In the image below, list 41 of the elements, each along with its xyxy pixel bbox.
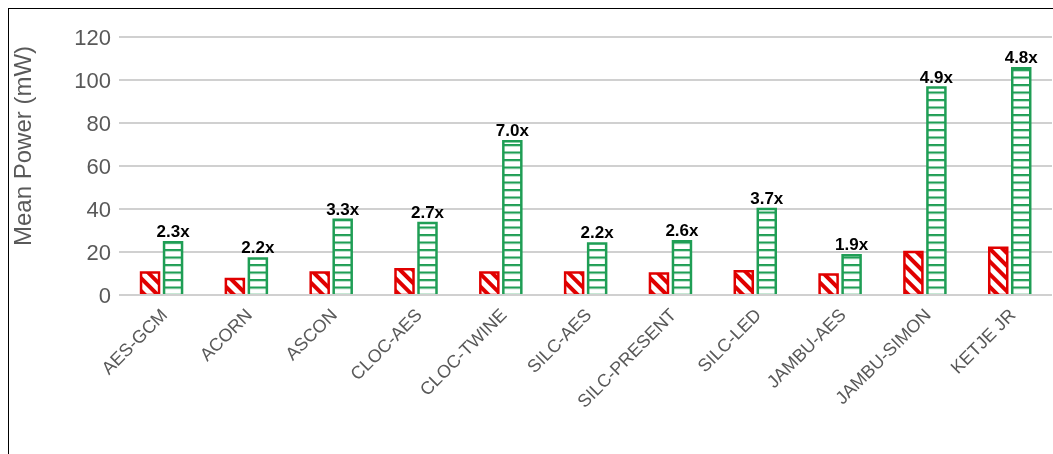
bar <box>162 241 184 295</box>
y-axis-title: Mean Power (mW) <box>8 45 36 246</box>
annotation: 3.7x <box>750 189 784 208</box>
y-tick-label: 40 <box>86 196 111 222</box>
bar <box>502 140 523 295</box>
annotation: 2.7x <box>410 202 445 222</box>
bar <box>394 267 415 295</box>
bar <box>139 271 161 295</box>
bar <box>903 250 924 295</box>
bar <box>479 271 500 295</box>
bar <box>733 270 755 295</box>
bar <box>841 253 862 295</box>
bar <box>926 86 947 295</box>
annotation: 1.9x <box>835 235 869 255</box>
y-tick-label: 80 <box>86 110 111 136</box>
annotation: 4.9x <box>919 67 954 87</box>
annotation: 7.0x <box>495 121 530 141</box>
bar <box>987 246 1009 295</box>
bar <box>247 257 269 295</box>
annotation: 2.3x <box>156 222 191 242</box>
y-tick-label: 120 <box>74 24 111 50</box>
annotation: 2.2x <box>241 238 275 258</box>
bar <box>818 273 839 295</box>
y-tick-label: 60 <box>86 153 111 179</box>
bar <box>309 271 330 295</box>
y-tick-label: 100 <box>74 67 111 93</box>
annotation: 2.2x <box>580 223 615 243</box>
bar <box>671 240 693 295</box>
bar <box>417 221 438 295</box>
bar <box>1010 66 1032 295</box>
bar <box>563 271 585 295</box>
bar <box>756 207 778 295</box>
annotation: 2.6x <box>665 221 700 241</box>
bar <box>332 218 353 295</box>
bar <box>648 272 670 295</box>
bar <box>586 242 608 295</box>
annotation: 3.3x <box>326 199 360 219</box>
annotation: 4.8x <box>1004 48 1039 68</box>
bar <box>224 277 246 295</box>
y-tick-label: 20 <box>86 239 111 265</box>
y-tick-label: 0 <box>98 282 111 308</box>
